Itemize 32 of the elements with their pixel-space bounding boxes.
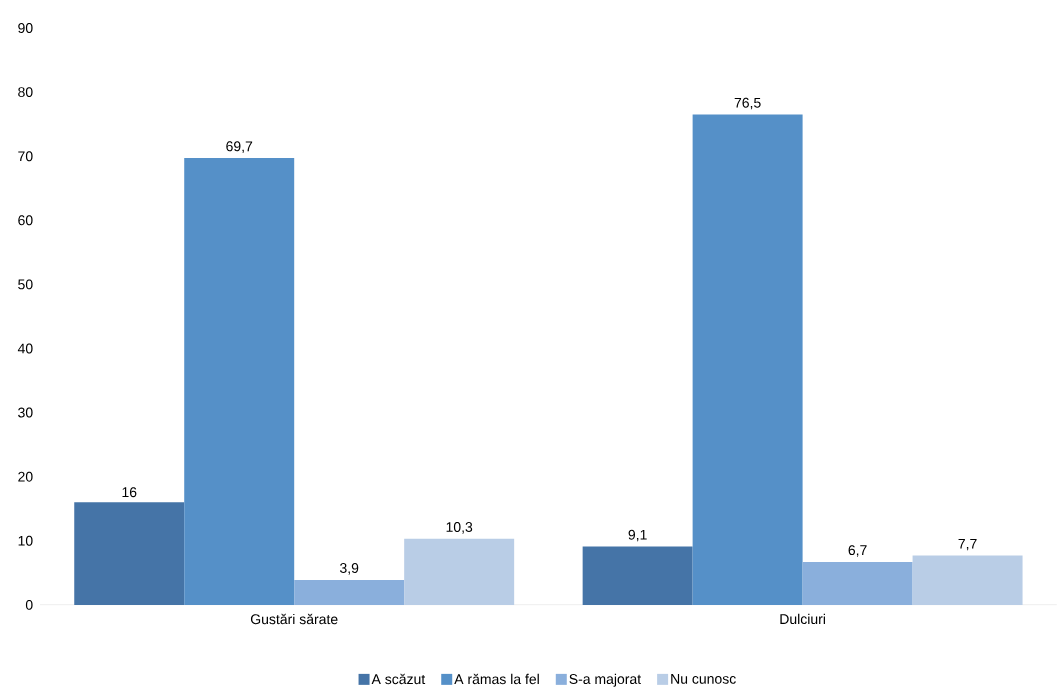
data-label: 3,9: [339, 563, 359, 575]
bar: [294, 579, 405, 605]
y-tick-label: 40: [17, 343, 33, 354]
bar: [184, 158, 295, 605]
data-label: 9,1: [628, 529, 647, 542]
y-tick-label: 0: [25, 599, 33, 610]
data-label: 76,5: [734, 97, 761, 110]
y-tick-label: 30: [18, 407, 33, 418]
y-tick-label: 50: [18, 279, 33, 290]
data-label: 6,7: [848, 545, 867, 557]
data-label: 16: [122, 487, 137, 498]
y-tick-label: 80: [18, 87, 33, 98]
x-tick-label: Gustări sărate: [250, 613, 338, 625]
bar: [404, 538, 515, 605]
legend-label: Nu cunosc: [671, 674, 736, 684]
y-tick-label: 60: [18, 215, 33, 226]
bar: [74, 502, 185, 605]
data-label: 7,7: [958, 538, 977, 551]
legend-label: A rămas la fel: [454, 673, 539, 685]
data-label: 69,7: [226, 141, 253, 153]
bar: [912, 555, 1023, 605]
legend-label: S-a majorat: [569, 673, 642, 687]
x-tick-label: Dulciuri: [780, 613, 825, 625]
bar: [692, 114, 803, 605]
bar: [802, 562, 913, 605]
y-tick-label: 90: [18, 23, 33, 34]
bar: [582, 546, 693, 605]
data-label: 10,3: [446, 522, 473, 534]
y-tick-label: 70: [18, 151, 33, 162]
legend-label: A scăzut: [371, 673, 426, 685]
y-tick-label: 20: [18, 471, 33, 482]
y-tick-label: 10: [18, 535, 33, 546]
